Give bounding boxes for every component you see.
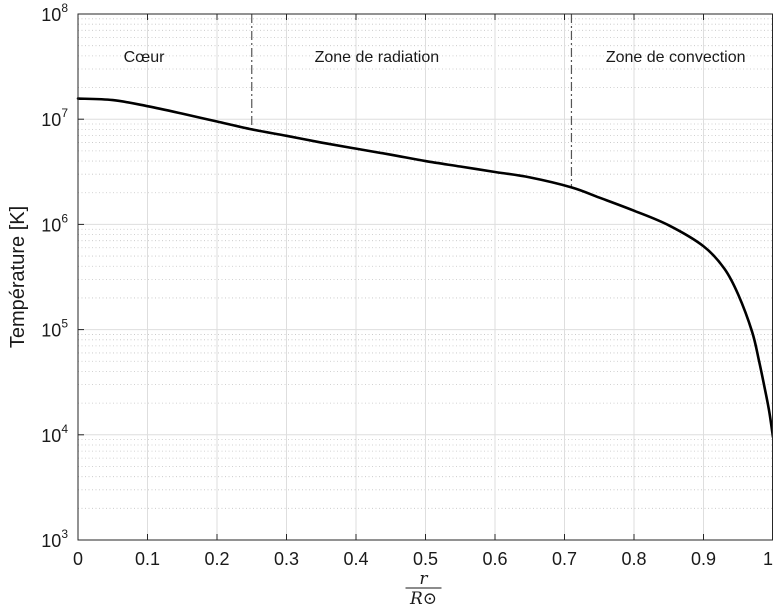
y-tick-label-exponent: 5 — [61, 317, 68, 331]
x-tick-label: 0.5 — [413, 549, 438, 569]
y-tick-label-base: 10 — [41, 531, 61, 551]
zone-annotation: Zone de radiation — [315, 49, 440, 66]
y-tick-label-base: 10 — [41, 426, 61, 446]
y-tick-label: 105 — [41, 317, 68, 341]
y-tick-label: 107 — [41, 106, 68, 130]
zone-boundaries — [251, 14, 573, 188]
y-tick-label-exponent: 4 — [61, 422, 68, 436]
y-tick-label: 103 — [41, 527, 68, 551]
y-tick-label-base: 10 — [41, 110, 61, 130]
x-tick-label: 0 — [73, 549, 83, 569]
y-tick-label-exponent: 8 — [61, 1, 68, 15]
temperature-series-line — [76, 97, 773, 439]
y-tick-label-exponent: 7 — [61, 106, 68, 120]
zone-annotation: Cœur — [124, 49, 166, 66]
y-axis-label: Température [K] — [7, 206, 29, 348]
x-tick-label: 1 — [763, 549, 773, 569]
y-tick-label-base: 10 — [41, 5, 61, 25]
y-tick-label-base: 10 — [41, 215, 61, 235]
y-tick-label-base: 10 — [41, 321, 61, 341]
x-tick-label: 0.7 — [552, 549, 577, 569]
zone-annotation: Zone de convection — [606, 49, 746, 66]
y-tick-label: 106 — [41, 211, 68, 235]
x-tick-label: 0.9 — [691, 549, 716, 569]
x-tick-label: 0.4 — [343, 549, 368, 569]
y-tick-label-exponent: 3 — [61, 527, 68, 541]
x-tick-label: 0.8 — [621, 549, 646, 569]
x-tick-label: 0.6 — [482, 549, 507, 569]
x-tick-label: 0.2 — [204, 549, 229, 569]
annotations: Cœur Zone de radiation Zone de convection — [124, 49, 746, 66]
y-tick-label: 108 — [41, 1, 68, 25]
x-axis-label: r R⊙ — [405, 569, 442, 607]
x-axis-label-denominator: R⊙ — [409, 589, 437, 607]
x-axis-label-numerator: r — [419, 569, 428, 589]
x-axis-ticks: 0 0.1 0.2 0.3 0.4 0.5 0.6 0.7 0.8 0.9 1 — [73, 14, 773, 569]
x-tick-label: 0.3 — [274, 549, 299, 569]
series-group — [76, 97, 773, 439]
x-tick-label: 0.1 — [135, 549, 160, 569]
y-tick-label: 104 — [41, 422, 68, 446]
y-tick-label-exponent: 6 — [61, 211, 68, 225]
